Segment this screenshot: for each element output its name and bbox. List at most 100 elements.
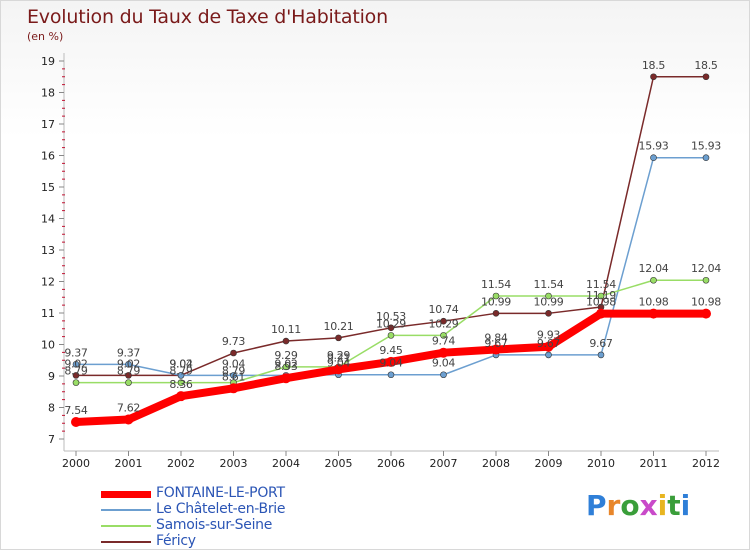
data-label: 10.29 [376,317,406,330]
x-tick-label: 2009 [535,457,563,470]
data-point [72,379,80,386]
data-point [648,308,659,319]
data-label: 11.54 [534,278,564,291]
data-point [702,154,710,162]
y-tick-label: 12 [41,276,55,289]
data-point [440,332,447,339]
data-label: 12.04 [691,262,721,275]
legend-label: Le Châtelet-en-Brie [156,501,286,517]
data-label: 9.02 [274,357,297,370]
data-point [177,379,185,386]
chart-unit: (en %) [27,30,64,43]
data-label: 9.67 [537,337,561,350]
data-label-layer: 7.54 7.62 8.36 8.61 8.93 9.21 9.45 9.74 9.84 9.93… [64,59,721,417]
data-label: 10.53 [376,310,406,323]
y-tick-label: 15 [41,181,55,194]
data-label: 10.11 [271,323,301,336]
data-label: 10.21 [324,320,354,333]
data-point [702,276,710,284]
data-label: 9.45 [379,344,403,357]
brand-letter: t [667,489,681,522]
y-tick-label: 9 [48,370,55,383]
x-tick-label: 2010 [587,457,615,470]
data-label: 9.74 [432,335,456,348]
x-tick-label: 2011 [640,457,668,470]
x-tick-label: 2012 [692,457,720,470]
data-label: 8.36 [169,378,193,391]
data-point [387,371,395,379]
x-tick-label: 2008 [482,457,510,470]
x-tick-label: 2007 [430,457,458,470]
data-label: 9.21 [327,351,350,364]
data-label: 8.79 [169,365,193,378]
x-tick-label: 2003 [220,457,248,470]
data-point [176,391,186,402]
data-label: 10.99 [481,295,511,308]
data-point [335,334,342,342]
data-point [491,344,501,355]
data-label: 10.98 [691,296,721,309]
data-point [597,292,605,300]
axes: 7 8 9 10 11 12 13 14 15 16 17 18 19 2000 2001 2002 2003 2… [41,53,720,470]
data-label: 18.5 [642,59,666,72]
y-tick-label: 19 [41,55,55,68]
data-point [281,373,291,384]
data-point [230,372,237,379]
data-label: 11.54 [481,278,511,291]
data-label: 8.79 [222,365,246,378]
data-point [545,310,552,317]
data-point [125,372,132,379]
data-point [387,332,395,339]
data-point [123,414,134,425]
data-label: 9.02 [169,357,192,370]
data-point [596,308,606,319]
data-label: 8.93 [274,360,298,373]
x-tick-label: 2000 [62,457,90,470]
y-tick-label: 17 [41,118,55,131]
data-point [72,372,80,379]
y-tick-label: 16 [41,150,55,163]
data-label: 7.54 [64,404,88,417]
data-point [492,310,500,317]
data-point [333,364,344,375]
y-tick-label: 10 [41,339,55,352]
data-point [438,347,449,358]
data-label: 15.93 [691,140,721,153]
data-point [72,361,80,368]
data-label: 8.61 [222,370,245,383]
data-label: 11.19 [586,289,616,302]
data-point [230,349,237,357]
data-label: 9.67 [484,337,508,350]
data-label: 10.29 [429,317,459,330]
x-tick-label: 2004 [272,457,300,470]
data-label: 9.04 [169,357,193,370]
series-layer [71,73,711,427]
data-label: 9.73 [222,335,246,348]
x-tick-label: 2005 [325,457,353,470]
brand-logo: Proxiti [586,489,690,522]
data-point [650,73,657,81]
data-label: 9.93 [537,329,561,342]
data-label: 9.02 [117,357,140,370]
data-label: 7.62 [117,401,140,414]
legend-swatch [101,525,151,527]
y-tick-label: 18 [41,87,55,100]
data-label: 9.84 [484,332,508,345]
data-point [71,416,81,427]
data-point [228,383,239,394]
data-point [282,337,290,345]
x-tick-label: 2006 [377,457,405,470]
data-point [125,361,132,368]
brand-letter: P [586,489,607,522]
data-label: 10.98 [639,296,669,309]
data-label: 9.04 [327,357,351,370]
legend-label: FONTAINE-LE-PORT [156,485,285,501]
data-point [440,371,447,379]
data-label: 9.04 [432,357,456,370]
data-label: 8.79 [117,365,141,378]
data-label: 9.37 [117,346,141,359]
data-point [386,356,396,367]
data-point [543,341,554,352]
